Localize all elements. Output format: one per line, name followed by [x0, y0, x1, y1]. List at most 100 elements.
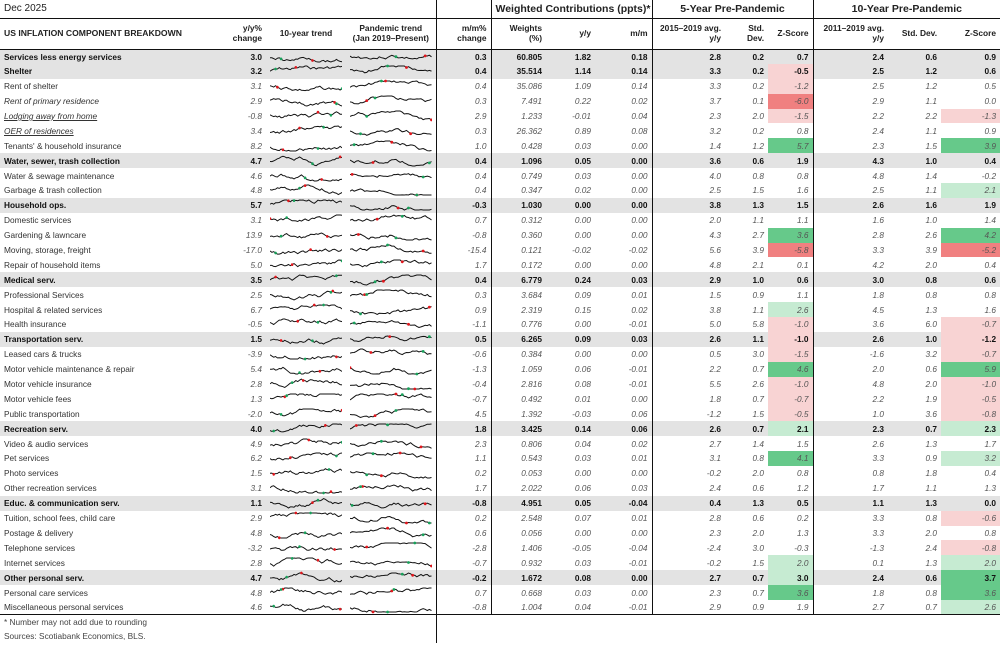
- sparkline: [350, 140, 432, 152]
- stddev-10y: 3.9: [925, 245, 938, 256]
- avg-10y: 3.6: [872, 319, 885, 330]
- sparkline: [350, 259, 432, 268]
- stddev-5y: 0.7: [752, 587, 765, 598]
- sparkline: [270, 56, 342, 63]
- weighted-yy: -0.02: [572, 245, 591, 256]
- col-10y-trend: 10-year trend: [279, 27, 333, 38]
- mm-change: -0.8: [436, 495, 492, 511]
- weighted-mm: 0.00: [595, 153, 653, 169]
- weighted-mm: 0.03: [595, 331, 653, 347]
- avg-10y: 4.3: [813, 153, 889, 169]
- col-pandemic-trend: Pandemic trend (Jan 2019–Present): [346, 18, 437, 49]
- weight: 0.776: [521, 319, 542, 330]
- table-row: Motor vehicle fees 1.3 -0.7 0.492 0.01 0.00 1.…: [0, 391, 1000, 407]
- stddev-5y: 0.7: [725, 570, 769, 586]
- yy-change: 4.7: [220, 570, 266, 586]
- avg-5y: 5.0: [709, 319, 722, 330]
- sparkline: [270, 274, 342, 281]
- stddev-10y: 0.6: [888, 570, 942, 586]
- footnote-row: * Number may not add due to rounding: [0, 614, 1000, 629]
- trend-10y-sparkline: [266, 511, 346, 526]
- avg-5y: 3.1: [709, 453, 722, 464]
- row-label: Repair of household items: [4, 259, 101, 270]
- stddev-10y: 0.8: [925, 587, 938, 598]
- sparkline: [270, 587, 342, 595]
- mm-change: -2.8: [436, 540, 492, 556]
- sparkline: [270, 155, 342, 166]
- trend-10y-sparkline: [266, 526, 346, 541]
- avg-10y: 3.3: [872, 513, 885, 524]
- stddev-10y: 1.1: [925, 125, 938, 136]
- table-row: Postage & delivery 4.8 0.6 0.056 0.00 0.00 2.3…: [0, 525, 1000, 541]
- zscore-5y: 1.5: [768, 197, 814, 213]
- avg-10y: 2.5: [813, 63, 889, 79]
- trend-10y-sparkline: [266, 377, 346, 392]
- avg-10y: 1.0: [872, 408, 885, 419]
- yy-change: 6.7: [250, 304, 262, 315]
- col-yy-change: y/y% change: [232, 22, 262, 43]
- zscore-10y: -0.2: [981, 170, 997, 181]
- sparkline: [270, 393, 342, 400]
- zscore-5y: -1.0: [768, 317, 814, 332]
- sparkline: [350, 502, 432, 509]
- trend-10y-sparkline: [266, 94, 346, 109]
- zscore-5y: 1.6: [768, 183, 814, 198]
- weighted-yy: 0.03: [574, 140, 591, 151]
- stddev-5y: 0.2: [752, 125, 765, 136]
- zscore-10y: 2.1: [941, 183, 1000, 198]
- trend-10y-sparkline: [266, 555, 346, 570]
- avg-5y: 2.5: [709, 185, 722, 196]
- trend-pandemic-sparkline: [346, 421, 437, 437]
- row-label: Rent of primary residence: [4, 96, 99, 107]
- avg-10y: 2.4: [813, 49, 889, 64]
- sparkline: [270, 173, 342, 182]
- sparkline: [350, 127, 432, 136]
- trend-pandemic-sparkline: [346, 585, 437, 600]
- avg-5y: 5.5: [709, 379, 722, 390]
- weighted-mm: -0.01: [595, 555, 653, 571]
- trend-10y-sparkline: [266, 183, 346, 198]
- weighted-mm: 0.00: [595, 138, 653, 154]
- trend-pandemic-sparkline: [346, 391, 437, 407]
- zscore-10y: -0.5: [941, 391, 1000, 407]
- sparkline: [270, 303, 342, 310]
- sparkline: [350, 366, 432, 376]
- stddev-10y: 1.2: [925, 81, 938, 92]
- weighted-mm: 0.00: [595, 212, 653, 228]
- weighted-yy: 0.89: [574, 125, 591, 136]
- weighted-yy: 0.00: [574, 215, 591, 226]
- weighted-yy: 1.82: [546, 49, 595, 64]
- stddev-5y: 0.2: [725, 63, 769, 79]
- table-row: Tuition, school fees, child care 2.9 0.2 2.…: [0, 510, 1000, 526]
- weight: 2.022: [521, 483, 542, 494]
- yy-change: 3.1: [250, 81, 262, 92]
- table-row: Services less energy services 3.0 0.3 60.80…: [0, 49, 1000, 64]
- trend-pandemic-sparkline: [346, 63, 437, 79]
- weighted-mm: 0.08: [595, 123, 653, 139]
- mm-change: -0.6: [436, 346, 492, 362]
- weighted-mm: 0.00: [595, 227, 653, 243]
- zscore-10y: -0.7: [941, 346, 1000, 362]
- avg-10y: 3.3: [872, 245, 885, 256]
- yy-change: 5.7: [220, 197, 266, 213]
- mm-change: 1.0: [436, 138, 492, 154]
- trend-10y-sparkline: [266, 138, 346, 153]
- weight: 35.086: [516, 81, 542, 92]
- trend-pandemic-sparkline: [346, 257, 437, 273]
- mm-change: 0.5: [436, 331, 492, 347]
- trend-10y-sparkline: [266, 243, 346, 258]
- sparkline: [350, 526, 432, 538]
- zscore-10y: 3.2: [941, 451, 1000, 466]
- trend-10y-sparkline: [266, 272, 346, 288]
- avg-5y: 3.2: [709, 125, 722, 136]
- weight: 26.362: [516, 125, 542, 136]
- trend-10y-sparkline: [266, 287, 346, 302]
- sparkline: [350, 79, 432, 88]
- stddev-10y: 1.3: [888, 495, 942, 511]
- row-label: Gardening & lawncare: [4, 230, 87, 241]
- stddev-5y: 0.9: [752, 289, 765, 300]
- table-row: Hospital & related services 6.7 0.9 2.319 0.…: [0, 302, 1000, 318]
- avg-10y: 2.5: [872, 185, 885, 196]
- yy-change: -0.8: [247, 111, 262, 121]
- sparkline: [270, 438, 342, 447]
